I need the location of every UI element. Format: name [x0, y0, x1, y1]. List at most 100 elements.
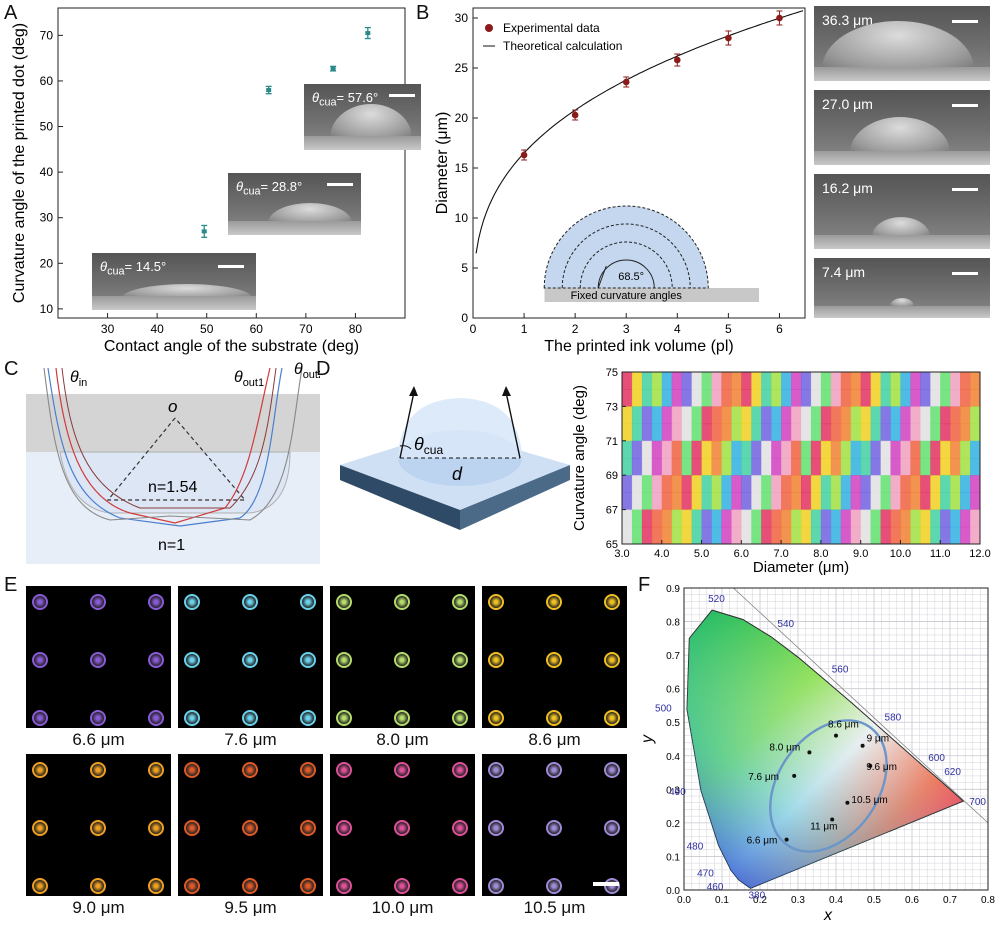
heat-cell-1-13: [751, 389, 762, 407]
micro-dot: [394, 594, 410, 610]
micro-dot: [604, 820, 620, 836]
heat-cell-4-21: [830, 440, 842, 459]
heat-cell-6-1: [631, 475, 643, 493]
heat-cell-4-20: [820, 440, 832, 459]
heat-cell-1-2: [641, 389, 653, 407]
point-b-5: [776, 14, 783, 22]
heat-cell-1-29: [910, 389, 921, 407]
heat-cell-7-13: [751, 492, 762, 511]
heat-cell-8-16: [781, 509, 792, 528]
cie-point-label-5: 9.6 μm: [866, 762, 897, 773]
heat-cell-3-14: [761, 423, 772, 442]
heat-cell-8-32: [940, 509, 951, 528]
heat-cell-8-34: [960, 509, 971, 528]
micro-dot: [336, 652, 352, 668]
heat-cell-9-9: [711, 526, 722, 545]
heat-cell-1-8: [701, 389, 712, 407]
heat-cell-9-3: [651, 526, 663, 545]
micro-dot: [488, 652, 504, 668]
heat-cell-4-6: [681, 440, 693, 459]
ytick-label-f-5: 0.5: [666, 718, 680, 729]
xtick-label-d-8: 11.0: [930, 548, 951, 560]
heat-cell-6-16: [781, 475, 792, 493]
heat-cell-6-25: [870, 475, 881, 493]
micrograph-8: [482, 754, 627, 896]
heat-cell-1-14: [761, 389, 772, 407]
ytick-label-f-7: 0.7: [666, 651, 680, 662]
sem-tile-1: 36.3 μm: [814, 6, 990, 81]
micro-dot: [242, 594, 258, 610]
heat-cell-6-5: [671, 475, 683, 493]
heat-cell-3-5: [671, 423, 683, 442]
dashed-triangle: [106, 417, 247, 501]
heat-cell-8-8: [701, 509, 712, 528]
diagram-d: θcua d: [340, 386, 570, 530]
heat-cell-8-13: [751, 509, 762, 528]
heat-cell-2-17: [791, 406, 802, 425]
heat-cell-3-20: [820, 423, 832, 442]
heat-cell-9-1: [631, 526, 643, 545]
xtick-label-f-5: 0.5: [867, 895, 881, 906]
heat-cell-6-8: [701, 475, 712, 493]
heat-cell-2-20: [820, 406, 832, 425]
heat-cell-3-26: [880, 423, 891, 442]
micro-dot: [242, 878, 258, 894]
inset-a-1-theta: θ: [100, 259, 108, 274]
micro-dot: [32, 762, 48, 778]
heat-cell-7-23: [850, 492, 862, 511]
heat-cell-8-35: [970, 509, 981, 528]
heat-cell-5-34: [960, 458, 971, 476]
xtick-label-d-9: 12.0: [969, 548, 990, 560]
heat-cell-3-19: [810, 423, 822, 442]
micro-dot: [452, 878, 468, 894]
heat-cell-1-22: [840, 389, 852, 407]
heat-cell-5-19: [810, 458, 822, 476]
heat-cell-0-21: [830, 372, 842, 390]
heat-cell-8-23: [850, 509, 862, 528]
heat-cell-5-25: [870, 458, 881, 476]
ytick-label-d-5: 75: [606, 367, 618, 379]
micro-dot: [300, 878, 316, 894]
heat-cell-9-25: [870, 526, 881, 545]
heat-cell-5-4: [661, 458, 673, 476]
micro-dot: [300, 594, 316, 610]
arrow-right: [502, 386, 511, 396]
heat-cell-6-7: [691, 475, 702, 493]
heat-cell-5-28: [900, 458, 911, 476]
heat-cell-8-9: [711, 509, 722, 528]
heat-cell-0-34: [960, 372, 971, 390]
heat-cell-6-17: [791, 475, 802, 493]
heat-cell-9-35: [970, 526, 981, 545]
micro-dot: [546, 878, 562, 894]
micro-dot: [546, 710, 562, 726]
micro-dot: [488, 762, 504, 778]
heat-cell-2-8: [701, 406, 712, 425]
heat-cell-7-25: [870, 492, 881, 511]
xtick-label-a-5: 80: [349, 322, 363, 336]
diameter-d: d: [452, 464, 463, 484]
ytick-label-f-3: 0.3: [666, 785, 680, 796]
heat-cell-4-18: [801, 440, 812, 459]
point-b-1: [571, 111, 579, 119]
heat-cell-0-28: [900, 372, 911, 390]
ytick-label-f-6: 0.6: [666, 685, 680, 696]
heat-cell-6-21: [830, 475, 842, 493]
heat-cell-7-27: [890, 492, 901, 511]
heat-cell-1-15: [771, 389, 782, 407]
heat-cell-8-19: [810, 509, 822, 528]
inset-a-3: θcua= 57.6°: [304, 84, 421, 150]
heat-cell-0-16: [781, 372, 792, 390]
inset-tangent: [597, 265, 607, 289]
heat-cell-1-5: [671, 389, 683, 407]
tangent-left: [399, 391, 415, 459]
heat-cell-5-31: [930, 458, 941, 476]
cie-point-label-3: 8.6 μm: [828, 720, 859, 731]
heat-cell-4-29: [910, 440, 921, 459]
heat-cell-0-32: [940, 372, 951, 390]
heat-cell-0-13: [751, 372, 762, 390]
heat-cell-6-19: [810, 475, 822, 493]
micro-dot: [604, 710, 620, 726]
heat-cell-0-3: [651, 372, 663, 390]
micro-dot: [32, 820, 48, 836]
ytick-label-a-3: 40: [40, 165, 54, 179]
